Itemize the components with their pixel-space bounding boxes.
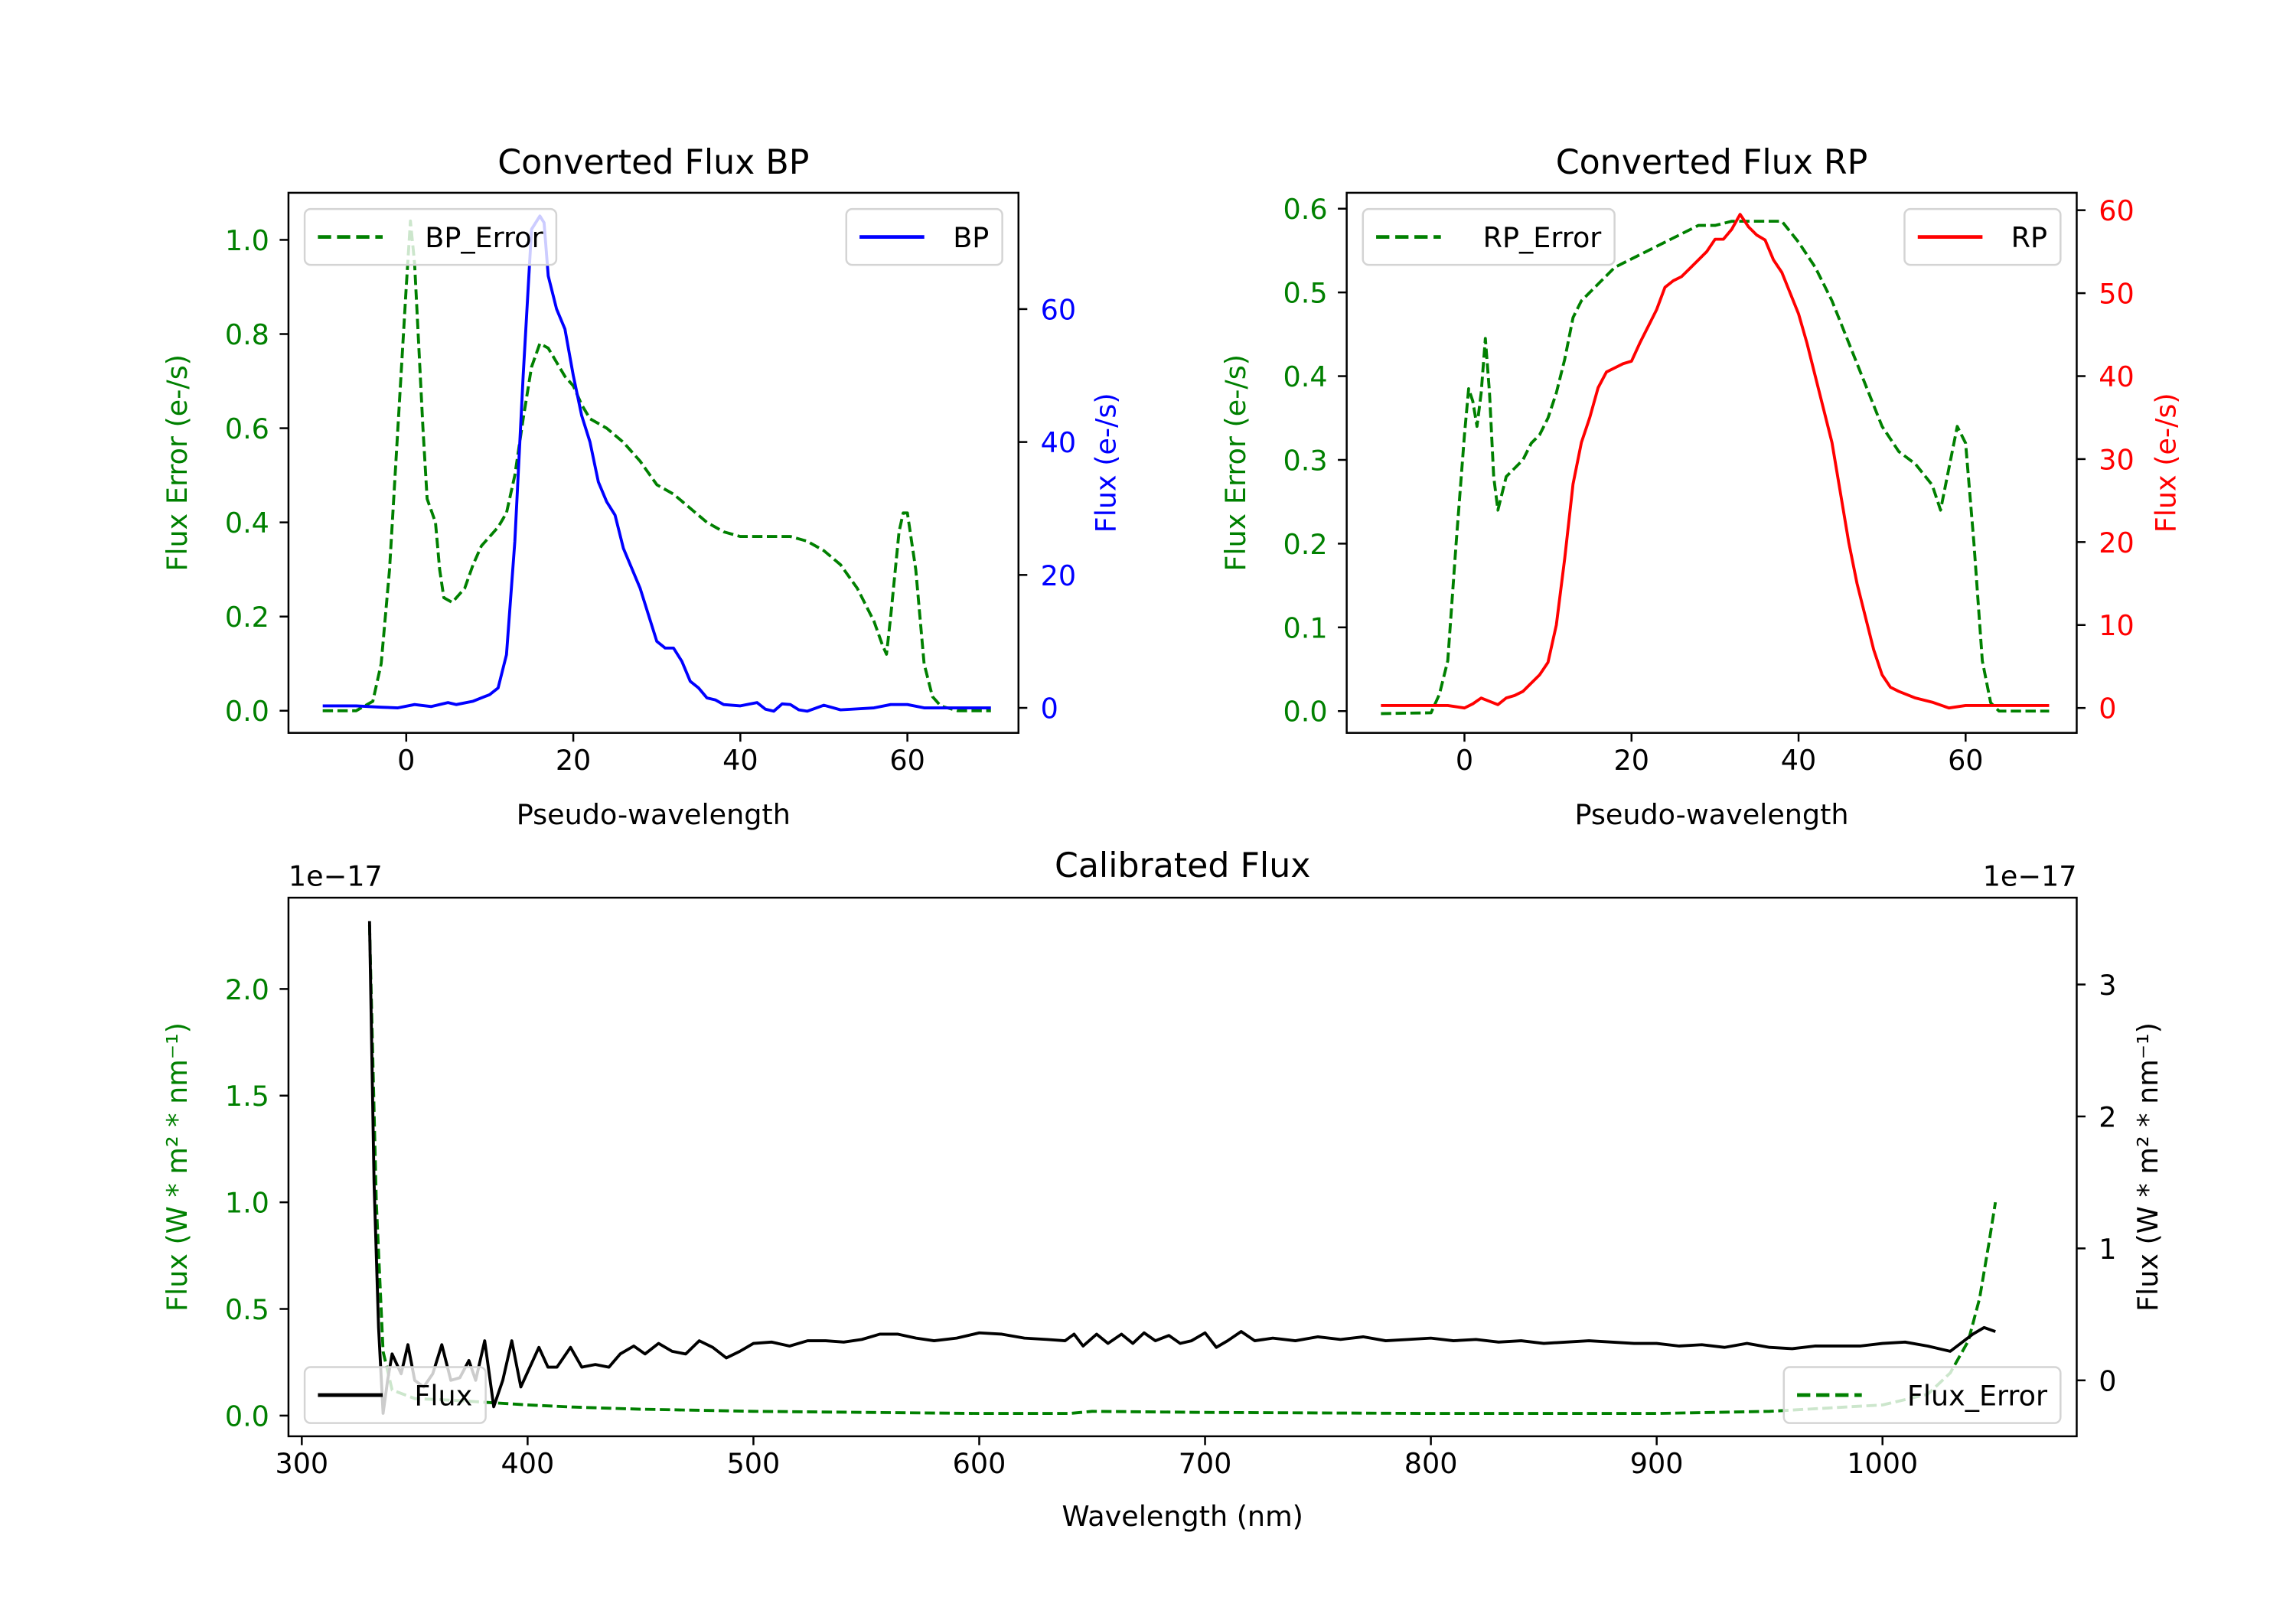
x-tick-label: 900: [1630, 1447, 1684, 1480]
y-axis-label-right: Flux (W * m² * nm⁻¹): [2131, 1022, 2164, 1312]
legend-label: Flux: [414, 1380, 472, 1413]
y-tick-label-left: 1.0: [225, 224, 269, 257]
series-line-rp-error: [1381, 220, 2050, 715]
y-tick-label-left: 0.0: [225, 1400, 269, 1433]
y-tick-label-left: 0.1: [1283, 611, 1328, 644]
y-tick-label-left: 0.4: [1283, 360, 1328, 393]
y-axis-label-left: Flux Error (e-/s): [1219, 354, 1252, 572]
y-axis-label-left: Flux (W * m² * nm⁻¹): [161, 1022, 194, 1312]
legend-label: Flux_Error: [1907, 1380, 2048, 1413]
y-tick-label-right: 0: [2099, 693, 2116, 725]
legend-box: [1782, 1366, 2062, 1424]
y-tick-label-right: 3: [2099, 969, 2116, 1002]
y-tick-label-left: 0.3: [1283, 444, 1328, 477]
x-tick-label: 700: [1179, 1447, 1232, 1480]
y-tick-label-left: 1.5: [225, 1080, 269, 1113]
x-axis-label: Pseudo-wavelength: [517, 798, 791, 831]
y-tick-label-right: 60: [2099, 194, 2134, 227]
x-tick-label: 60: [1948, 744, 1983, 777]
x-axis-label: Wavelength (nm): [1062, 1500, 1303, 1533]
legend-box: [303, 207, 558, 266]
x-tick-label: 0: [397, 744, 415, 777]
chart-title: Converted Flux RP: [1556, 143, 1868, 182]
x-axis-label: Pseudo-wavelength: [1574, 798, 1848, 831]
y-tick-label-left: 0.8: [225, 318, 269, 351]
legend-box: [1362, 207, 1616, 266]
x-tick-label: 300: [275, 1447, 328, 1480]
x-tick-label: 500: [727, 1447, 781, 1480]
x-tick-label: 60: [889, 744, 925, 777]
y-tick-label-left: 0.5: [1283, 277, 1328, 310]
chart-title: Calibrated Flux: [1055, 846, 1310, 885]
y-offset-left: 1e−17: [289, 860, 383, 893]
y-tick-label-right: 1: [2099, 1233, 2116, 1266]
chart-panel-0: 0 20 40 60 0.0 0.2 0.4 0.6 0.8 1.0 0 20 40 60 Converte…: [161, 143, 1122, 831]
axes-frame: [287, 191, 1020, 734]
series-line-bp-error: [322, 219, 991, 712]
y-tick-label-right: 10: [2099, 609, 2134, 642]
x-tick-label: 20: [1614, 744, 1649, 777]
chart-title: Converted Flux BP: [497, 143, 809, 182]
legend-flux-error: Flux_Error: [1782, 1366, 2062, 1424]
legend-bp-error: BP_Error: [303, 207, 558, 266]
chart-panel-1: 0 20 40 60 0.0 0.1 0.2 0.3 0.4 0.5 0.6 0 10 20 30 40 50 6…: [1219, 143, 2182, 831]
y-axis-label-right: Flux (e-/s): [2149, 393, 2182, 533]
y-tick-label-left: 0.6: [225, 412, 269, 445]
legend-rp: RP: [1903, 207, 2062, 266]
y-tick-label-right: 2: [2099, 1100, 2116, 1133]
x-tick-label: 600: [953, 1447, 1006, 1480]
y-tick-label-right: 20: [1041, 559, 1076, 592]
y-tick-label-left: 0.2: [225, 601, 269, 634]
legend-label: RP_Error: [1483, 221, 1603, 254]
legend-label: RP: [2011, 221, 2047, 254]
y-tick-label-right: 60: [1041, 293, 1076, 326]
legend-bp: BP: [845, 207, 1003, 266]
legend-box: [303, 1366, 487, 1424]
series-line-flux: [367, 921, 1996, 1415]
x-tick-label: 40: [1781, 744, 1816, 777]
x-tick-label: 800: [1404, 1447, 1458, 1480]
x-tick-label: 20: [556, 744, 591, 777]
y-tick-label-left: 0.4: [225, 507, 269, 539]
x-tick-label: 1000: [1847, 1447, 1918, 1480]
y-tick-label-left: 0.6: [1283, 193, 1328, 226]
y-tick-label-left: 0.2: [1283, 528, 1328, 561]
y-tick-label-right: 0: [1041, 692, 1058, 725]
y-tick-label-left: 0.5: [225, 1293, 269, 1326]
y-tick-label-left: 2.0: [225, 973, 269, 1006]
chart-panel-2: 300 400 500 600 700 800 900 1000 0.0 0.5 1.0 1.5 2.0…: [161, 846, 2164, 1533]
y-tick-label-left: 1.0: [225, 1187, 269, 1220]
y-tick-label-right: 30: [2099, 443, 2134, 476]
axes-frame: [287, 896, 2078, 1438]
series-line-bp: [322, 214, 991, 713]
legend-flux: Flux: [303, 1366, 487, 1424]
y-tick-label-right: 50: [2099, 278, 2134, 311]
y-tick-label-left: 0.0: [1283, 696, 1328, 729]
legend-label: BP_Error: [425, 221, 543, 254]
y-tick-label-left: 0.0: [225, 695, 269, 728]
y-tick-label-right: 40: [1041, 426, 1076, 459]
x-tick-label: 40: [722, 744, 758, 777]
x-tick-label: 0: [1456, 744, 1473, 777]
legend-rp-error: RP_Error: [1362, 207, 1616, 266]
series-line-rp: [1381, 213, 2050, 710]
y-tick-label-right: 40: [2099, 360, 2134, 393]
y-axis-label-left: Flux Error (e-/s): [161, 354, 194, 572]
legend-label: BP: [953, 221, 989, 254]
y-tick-label-right: 20: [2099, 526, 2134, 559]
y-offset-right: 1e−17: [1983, 860, 2077, 893]
x-tick-label: 400: [501, 1447, 555, 1480]
y-axis-label-right: Flux (e-/s): [1090, 393, 1123, 533]
y-tick-label-right: 0: [2099, 1364, 2116, 1397]
axes-frame: [1345, 191, 2078, 734]
